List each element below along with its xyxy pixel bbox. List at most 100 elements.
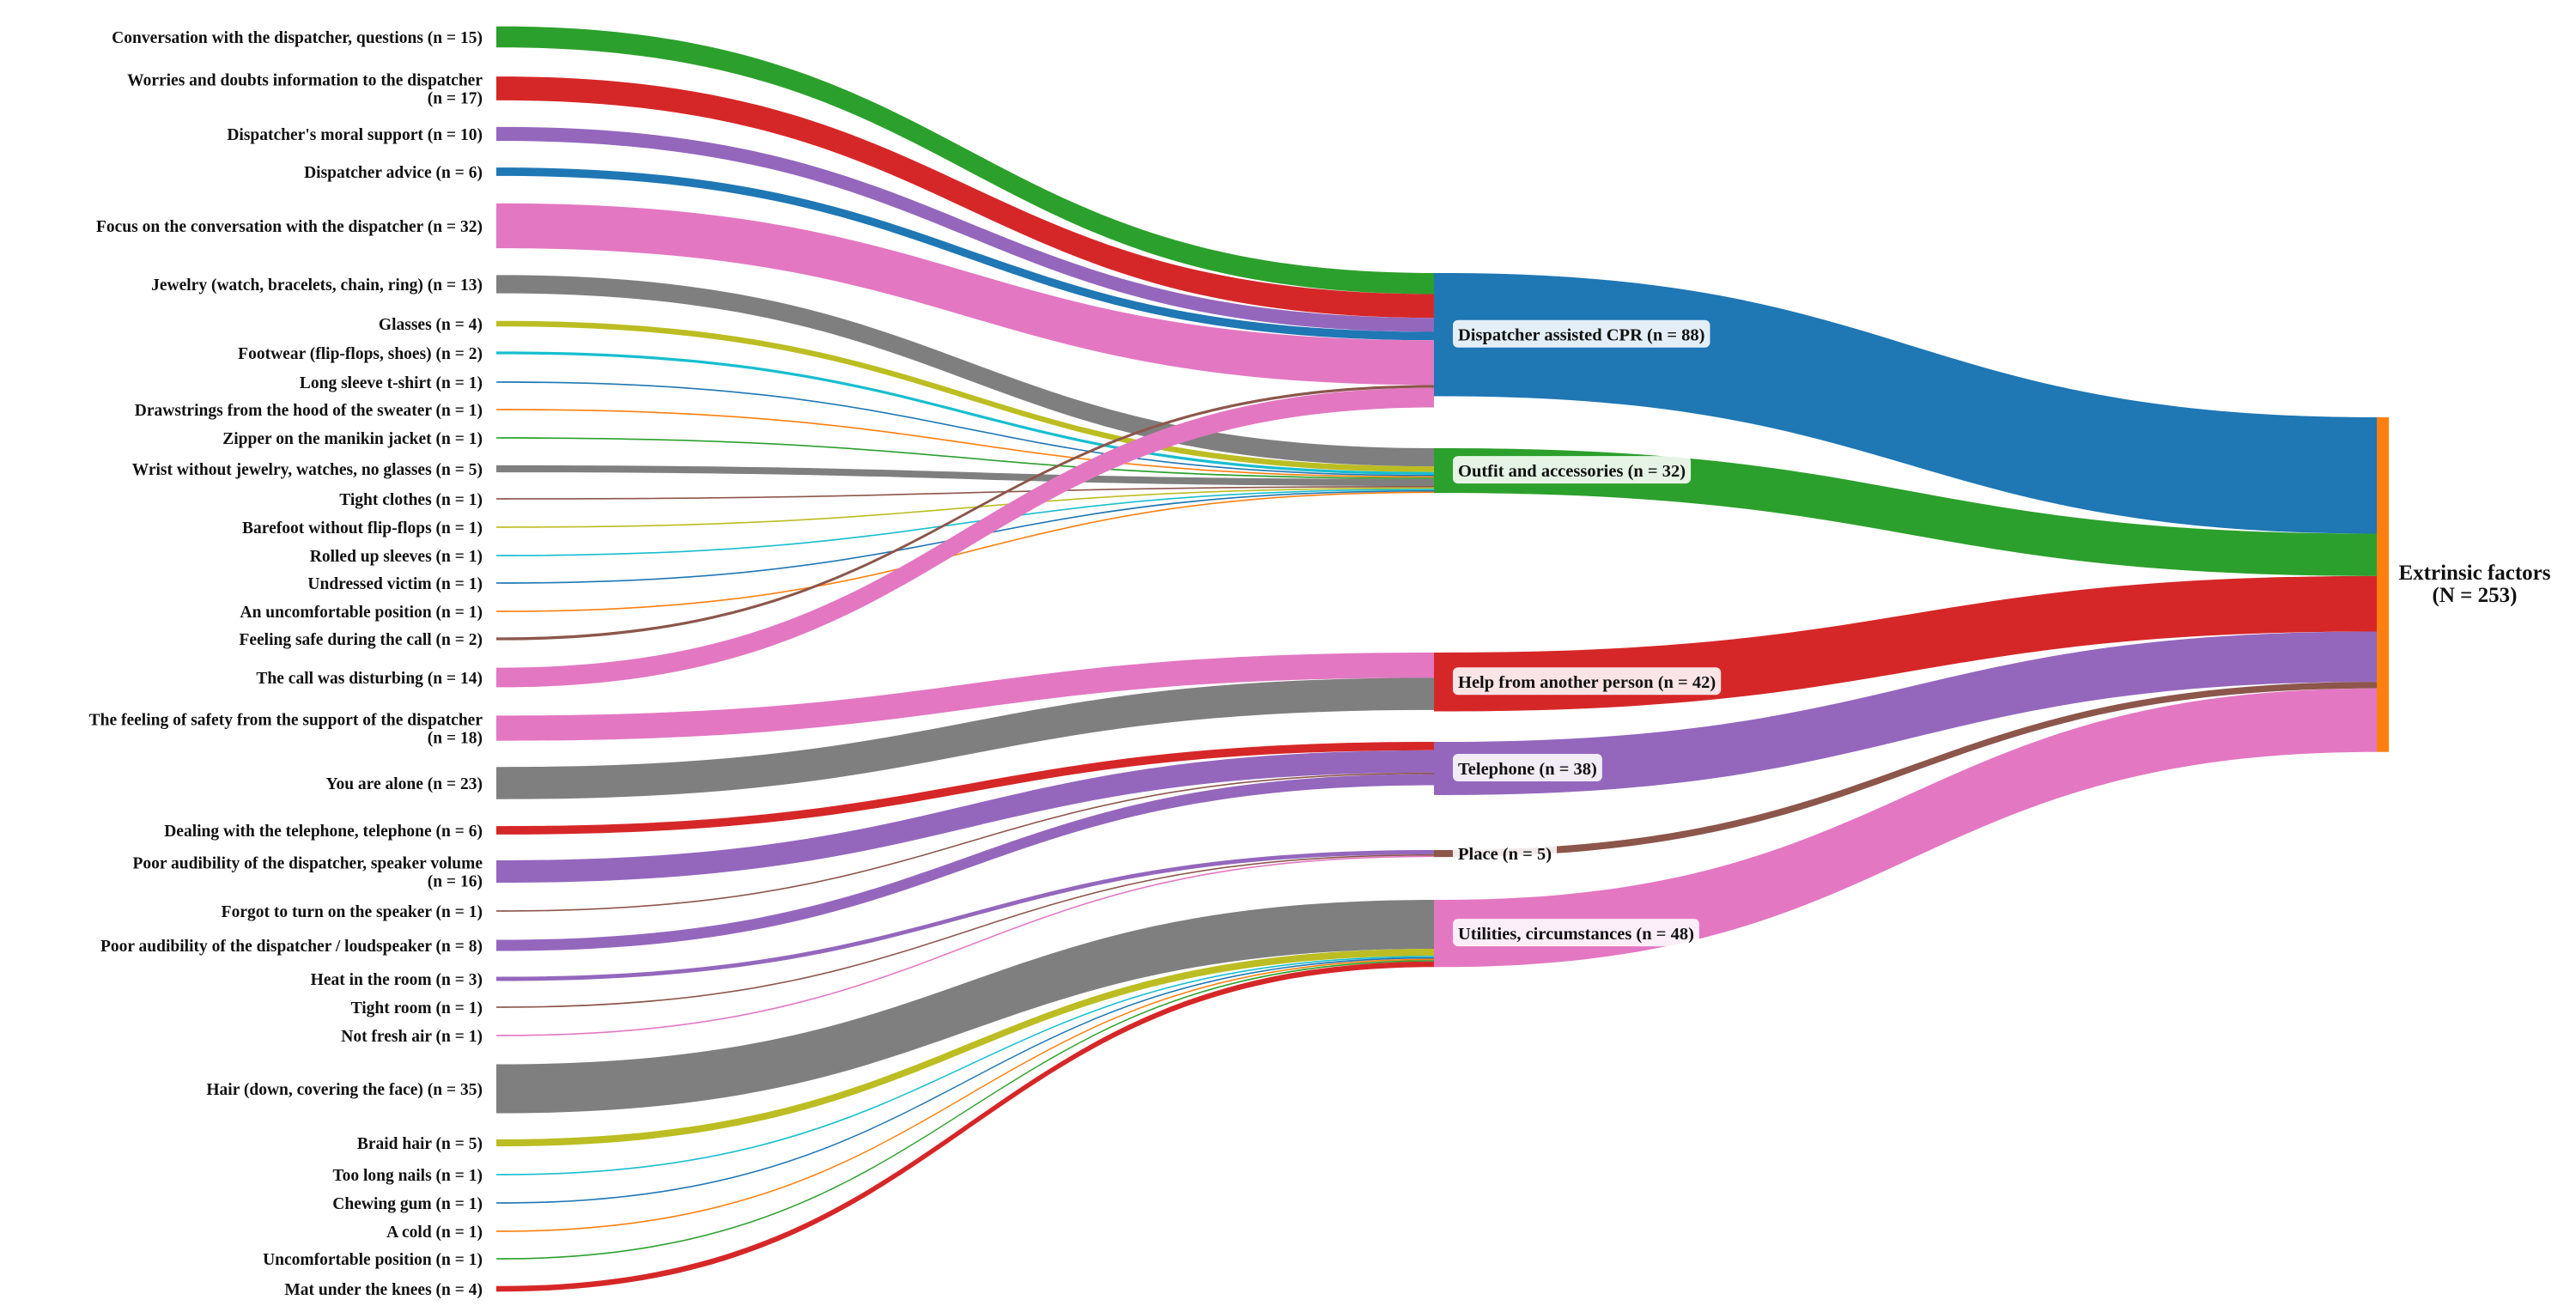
source-node (496, 610, 501, 612)
source-label: Undressed victim (n = 1) (307, 575, 483, 593)
source-node (496, 381, 501, 383)
source-node (496, 1064, 501, 1114)
source-label: Poor audibility of the dispatcher / loud… (100, 938, 483, 956)
source-node (496, 582, 501, 584)
source-label: Barefoot without flip-flops (n = 1) (242, 519, 483, 538)
source-label: Tight clothes (n = 1) (339, 491, 483, 509)
source-label: Jewelry (watch, bracelets, chain, ring) … (151, 276, 483, 295)
link-zipper-on-the-manikin-jacket-n-1 (501, 437, 1434, 479)
link-mat-under-the-knees-n-4 (501, 961, 1434, 1292)
link-wrist-without-jewelry-watches-no-glasses (501, 465, 1434, 487)
source-label: Wrist without jewelry, watches, no glass… (132, 461, 483, 479)
source-node (496, 498, 501, 500)
source-label: Poor audibility of the dispatcher, speak… (132, 855, 483, 891)
source-node (496, 437, 501, 439)
source-node (496, 26, 501, 48)
link-telephone-to-root (1443, 631, 2377, 795)
link-braid-hair-n-5 (501, 949, 1434, 1147)
source-label: Worries and doubts information to the di… (127, 72, 483, 108)
source-node (496, 1285, 501, 1292)
link-rolled-up-sleeves-n-1 (501, 489, 1434, 556)
source-node (496, 1174, 501, 1175)
source-node (496, 939, 501, 951)
source-label: Tight room (n = 1) (351, 999, 483, 1017)
source-label: Chewing gum (n = 1) (332, 1195, 483, 1213)
links-layer (501, 26, 2377, 1292)
source-label: Braid hair (n = 5) (357, 1135, 483, 1153)
root-label: Extrinsic factors (N = 253) (2398, 562, 2550, 607)
link-worries-and-doubts-information-to-the-di (501, 76, 1434, 319)
link-feeling-safe-during-the-call-n-2 (501, 385, 1434, 641)
svg-text:Dispatcher assisted CPR (n = 8: Dispatcher assisted CPR (n = 88) (1458, 326, 1704, 345)
link-an-uncomfortable-position-n-1 (501, 491, 1434, 612)
source-label: You are alone (n = 23) (326, 775, 483, 793)
svg-text:Telephone (n = 38): Telephone (n = 38) (1458, 760, 1597, 779)
source-node (496, 910, 501, 912)
source-node (496, 976, 501, 981)
category-node-cpr (1434, 273, 1443, 397)
link-dispatcher-s-moral-support-n-10 (501, 126, 1434, 332)
link-dispatcher-advice-n-6 (501, 167, 1434, 341)
category-node-utilities (1434, 900, 1443, 968)
source-node (496, 1139, 501, 1147)
source-node (496, 76, 501, 100)
category-label-help: Help from another person (n = 42) (1453, 667, 1722, 695)
link-long-sleeve-t-shirt-n-1 (501, 381, 1434, 477)
source-label: An uncomfortable position (n = 1) (240, 604, 483, 622)
link-uncomfortable-position-n-1 (501, 960, 1434, 1260)
category-node-place (1434, 850, 1443, 858)
source-node (496, 465, 501, 473)
source-node (496, 351, 501, 355)
source-label: A cold (n = 1) (386, 1224, 483, 1242)
source-node (496, 167, 501, 176)
link-poor-audibility-of-the-dispatcher-speake (501, 750, 1434, 884)
link-you-are-alone-n-23 (501, 677, 1434, 799)
link-chewing-gum-n-1 (501, 957, 1434, 1204)
source-label: Zipper on the manikin jacket (n = 1) (222, 430, 483, 448)
link-place-to-root (1443, 682, 2377, 858)
category-label-utilities: Utilities, circumstances (n = 48) (1453, 919, 1699, 947)
source-label: The feeling of safety from the support o… (89, 712, 483, 748)
link-glasses-n-4 (501, 320, 1434, 472)
source-node (496, 1258, 501, 1260)
link-barefoot-without-flip-flops-n-1 (501, 487, 1434, 528)
category-label-outfit: Outfit and accessories (n = 32) (1453, 456, 1692, 484)
link-tight-clothes-n-1 (501, 486, 1434, 500)
source-node (496, 1230, 501, 1232)
link-focus-on-the-conversation-with-the-dispa (501, 203, 1434, 386)
link-too-long-nails-n-1 (501, 956, 1434, 1175)
link-tight-room-n-1 (501, 853, 1434, 1008)
source-node (496, 320, 501, 327)
source-node (496, 526, 501, 528)
link-the-call-was-disturbing-n-14 (501, 387, 1434, 688)
source-label: Too long nails (n = 1) (332, 1167, 483, 1185)
source-node (496, 667, 501, 688)
source-label: Drawstrings from the hood of the sweater… (135, 402, 483, 420)
category-label-place: Place (n = 5) (1453, 839, 1558, 867)
source-label: Dispatcher's moral support (n = 10) (227, 126, 483, 144)
source-label: Focus on the conversation with the dispa… (96, 218, 483, 236)
source-label: Uncomfortable position (n = 1) (263, 1251, 483, 1269)
source-label: Rolled up sleeves (n = 1) (310, 548, 483, 566)
link-a-cold-n-1 (501, 958, 1434, 1232)
link-footwear-flip-flops-shoes-n-2 (501, 351, 1434, 475)
link-dealing-with-the-telephone-telephone-n-6 (501, 742, 1434, 835)
source-label: Feeling safe during the call (n = 2) (239, 631, 483, 649)
svg-text:Help from another person (n =: Help from another person (n = 42) (1458, 673, 1716, 692)
link-not-fresh-air-n-1 (501, 855, 1434, 1036)
link-utilities-to-root (1443, 688, 2377, 968)
link-forgot-to-turn-on-the-speaker-n-1 (501, 772, 1434, 912)
source-label: Dealing with the telephone, telephone (n… (164, 823, 483, 841)
link-poor-audibility-of-the-dispatcher-loudsp (501, 774, 1434, 951)
source-node (496, 1035, 501, 1036)
svg-text:Place (n = 5): Place (n = 5) (1458, 845, 1552, 864)
svg-text:Utilities, circumstances (n =: Utilities, circumstances (n = 48) (1458, 925, 1694, 944)
source-label: The call was disturbing (n = 14) (256, 670, 483, 688)
category-label-telephone: Telephone (n = 38) (1453, 753, 1602, 781)
source-node (496, 409, 501, 410)
link-drawstrings-from-the-hood-of-the-sweater (501, 409, 1434, 478)
link-jewelry-watch-bracelets-chain-ring-n-13 (501, 275, 1434, 467)
category-node-help (1434, 653, 1443, 712)
category-node-outfit (1434, 448, 1443, 494)
